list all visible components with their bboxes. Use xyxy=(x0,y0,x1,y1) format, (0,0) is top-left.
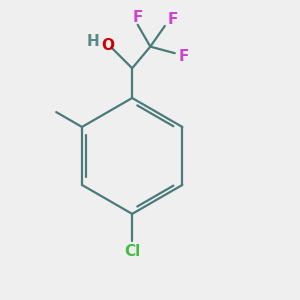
Text: F: F xyxy=(133,10,143,25)
Text: F: F xyxy=(168,13,178,28)
Text: Cl: Cl xyxy=(124,244,140,260)
Text: H: H xyxy=(87,34,100,50)
Text: O: O xyxy=(101,38,114,53)
Text: F: F xyxy=(178,49,189,64)
